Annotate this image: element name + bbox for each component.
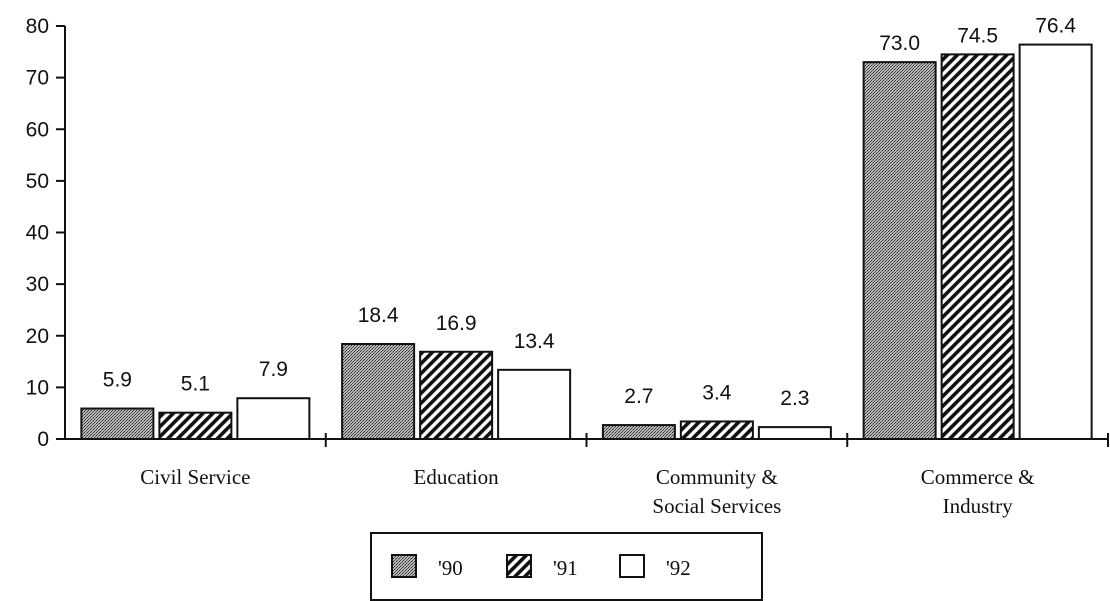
y-tick-label: 40 [26,222,49,245]
bar [419,350,494,440]
bar-value-label: 73.0 [879,32,920,55]
bar [236,397,311,440]
bars [80,43,1093,441]
bar [862,61,937,440]
legend-swatch [506,554,532,578]
legend-swatch [619,554,645,578]
legend-label: '91 [553,556,578,580]
bar-value-label: 16.9 [436,312,477,335]
bar-value-label: 76.4 [1035,15,1076,38]
y-tick-label: 20 [26,325,49,348]
bar [497,368,572,441]
legend-label: '90 [438,556,463,580]
y-tick-label: 10 [26,376,49,399]
x-category-label: Commerce & [921,465,1035,489]
bar-value-label: 5.1 [181,373,210,396]
bar-value-label: 2.3 [780,387,809,410]
data-labels: 5.9 5.1 7.9 18.4 16.9 13.4 2.7 3.4 2.3 73.0 74.5 76… [103,15,1077,411]
bar [757,426,832,441]
y-tick-label: 50 [26,170,49,193]
bar [341,343,416,441]
legend-label: '92 [666,556,691,580]
bar [158,411,233,441]
x-category-label: Community & [656,465,778,489]
x-category-label: Social Services [652,494,781,518]
bar-value-label: 7.9 [259,358,288,381]
bar [601,424,676,440]
x-category-label: Education [414,465,500,489]
x-category-label: Industry [943,494,1013,518]
bar [679,420,754,441]
legend-swatch [391,554,417,578]
y-tick-label: 60 [26,118,49,141]
bar-value-label: 2.7 [624,385,653,408]
x-category-label: Civil Service [140,465,250,489]
bar-value-label: 13.4 [514,330,555,353]
y-tick-label: 80 [26,15,49,38]
legend: '90 '91 '92 [370,532,763,601]
y-tick-label: 0 [37,428,49,451]
legend-box [370,532,763,601]
bar [80,407,155,441]
bar-value-label: 5.9 [103,369,132,392]
y-tick-label: 30 [26,273,49,296]
bar [1018,43,1093,441]
bar-value-label: 18.4 [358,304,399,327]
y-tick-label: 70 [26,67,49,90]
axes: 0 10 20 30 40 50 60 70 80 Civil Service Education C… [26,15,1109,518]
bar [940,53,1015,441]
bar-value-label: 74.5 [957,24,998,47]
bar-value-label: 3.4 [702,381,732,404]
